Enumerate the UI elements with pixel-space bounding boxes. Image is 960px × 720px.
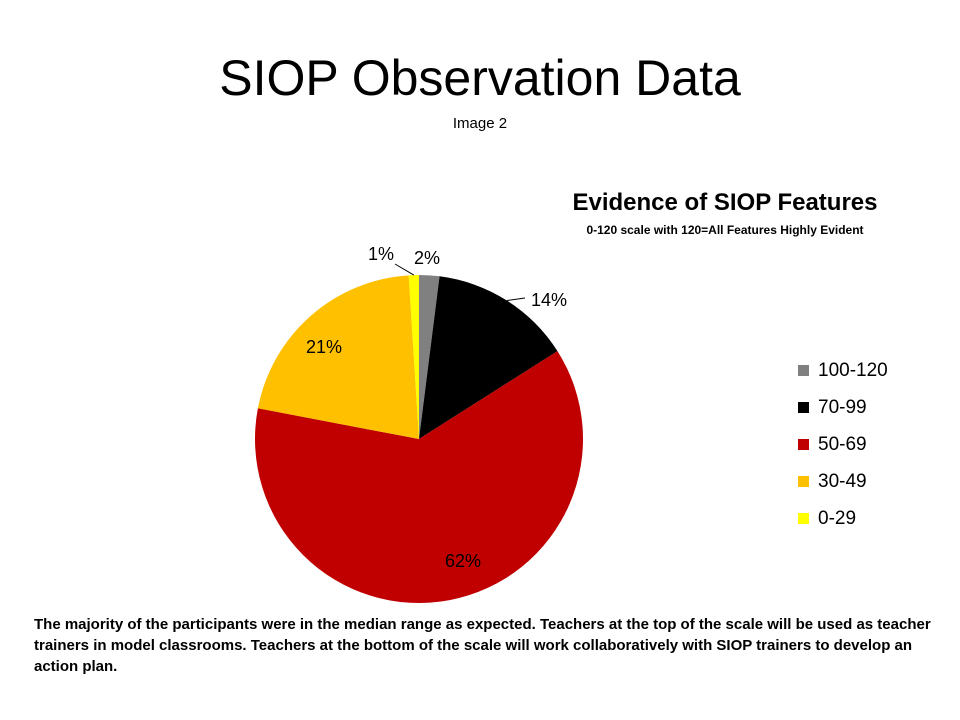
pie-slice-70-99 (419, 276, 558, 439)
chart-subtitle: 0-120 scale with 120=All Features Highly… (586, 223, 864, 237)
legend-swatch (798, 365, 809, 376)
pie-slice-50-69 (254, 351, 583, 604)
legend-swatch (798, 402, 809, 413)
chart-legend: 100-120 70-99 50-69 30-49 0-29 (798, 352, 888, 537)
legend-item-100-120: 100-120 (798, 352, 888, 389)
legend-swatch (798, 476, 809, 487)
chart-title: Evidence of SIOP Features (572, 189, 878, 216)
pie-slice-0-29 (408, 275, 419, 439)
data-label-0-29: 1% (368, 244, 394, 264)
legend-label: 70-99 (818, 396, 867, 418)
data-label-100-120: 2% (414, 248, 440, 268)
data-label-70-99: 14% (531, 290, 567, 310)
pie-slice-100-120 (419, 275, 440, 439)
legend-item-70-99: 70-99 (798, 389, 888, 426)
pie-slice-30-49 (257, 275, 419, 439)
legend-label: 0-29 (818, 507, 857, 529)
leader-line (394, 263, 415, 276)
slide-title: SIOP Observation Data (219, 50, 741, 106)
data-label-50-69: 62% (445, 551, 481, 571)
legend-swatch (798, 439, 809, 450)
legend-label: 50-69 (818, 433, 867, 455)
slide-caption: The majority of the participants were in… (34, 616, 931, 675)
data-label-30-49: 21% (306, 337, 342, 357)
legend-item-50-69: 50-69 (798, 426, 888, 463)
legend-label: 30-49 (818, 470, 867, 492)
legend-label: 100-120 (818, 359, 888, 381)
slide-subtitle: Image 2 (452, 115, 508, 132)
legend-item-30-49: 30-49 (798, 463, 888, 500)
leader-line (506, 297, 526, 302)
legend-item-0-29: 0-29 (798, 500, 888, 537)
legend-swatch (798, 513, 809, 524)
